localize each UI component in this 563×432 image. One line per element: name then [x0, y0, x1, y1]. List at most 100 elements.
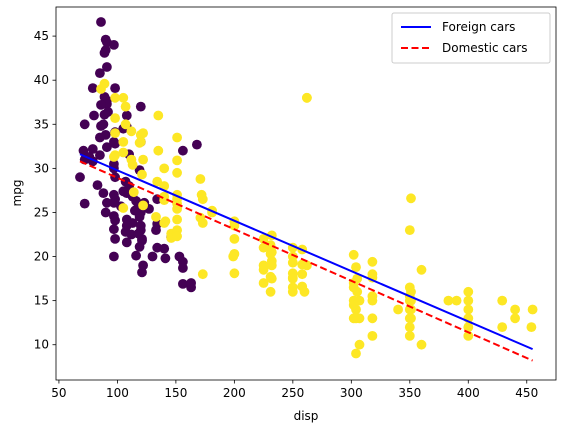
- domestic-car-point: [127, 159, 138, 170]
- foreign-car-point: [102, 197, 112, 208]
- domestic-car-point: [172, 167, 183, 178]
- domestic-car-point: [287, 273, 298, 284]
- domestic-car-point: [351, 348, 361, 359]
- plot-frame: [55, 6, 557, 381]
- domestic-car-point: [526, 322, 537, 332]
- domestic-car-point: [367, 331, 378, 341]
- trend-lines: [79, 153, 534, 362]
- domestic-car-point: [352, 273, 363, 284]
- foreign-car-point: [178, 279, 188, 289]
- domestic-car-point: [110, 92, 120, 103]
- foreign-car-point: [192, 139, 202, 150]
- foreign-cars-line: [79, 153, 534, 351]
- domestic-car-point: [404, 313, 415, 324]
- foreign-car-point: [160, 253, 171, 264]
- foreign-car-point: [121, 220, 132, 231]
- domestic-car-point: [151, 212, 161, 222]
- foreign-car-point: [109, 159, 119, 169]
- domestic-car-point: [527, 304, 538, 315]
- domestic-car-point: [367, 256, 378, 267]
- x-tick-label: 450: [515, 386, 538, 400]
- domestic-car-point: [159, 163, 170, 174]
- domestic-car-point: [416, 339, 427, 350]
- domestic-car-point: [118, 137, 129, 147]
- foreign-car-point: [96, 17, 106, 27]
- domestic-car-point: [443, 295, 454, 306]
- foreign-car-point: [109, 224, 119, 235]
- domestic-car-point: [266, 260, 277, 271]
- x-tick-label: 250: [281, 386, 304, 400]
- foreign-car-point: [110, 83, 120, 93]
- y-axis: 10 15 20 25 30 35 40 45: [34, 29, 56, 352]
- domestic-car-point: [258, 264, 269, 275]
- foreign-car-point: [98, 188, 109, 199]
- foreign-car-point: [133, 228, 144, 239]
- domestic-car-point: [463, 286, 474, 297]
- domestic-car-point: [135, 130, 146, 140]
- domestic-car-point: [497, 295, 508, 306]
- domestic-car-point: [354, 339, 365, 350]
- domestic-car-point: [352, 286, 363, 297]
- domestic-car-point: [266, 273, 277, 284]
- domestic-car-point: [393, 304, 403, 315]
- domestic-car-point: [197, 218, 208, 228]
- foreign-car-point: [89, 110, 99, 121]
- domestic-car-point: [118, 147, 129, 158]
- domestic-car-point: [510, 313, 520, 324]
- x-tick-label: 200: [223, 386, 246, 400]
- foreign-car-point: [87, 144, 98, 154]
- foreign-car-point: [95, 68, 105, 78]
- domestic-car-point: [229, 268, 240, 279]
- domestic-car-point: [99, 78, 110, 89]
- domestic-car-point: [118, 203, 129, 213]
- foreign-car-point: [135, 101, 146, 112]
- domestic-car-point: [172, 204, 183, 214]
- domestic-car-point: [302, 260, 312, 271]
- domestic-car-point: [153, 145, 164, 156]
- x-tick-label: 300: [340, 386, 363, 400]
- x-tick-label: 150: [164, 386, 187, 400]
- foreign-car-point: [110, 234, 120, 244]
- x-tick-label: 100: [106, 386, 129, 400]
- foreign-car-point: [103, 107, 113, 117]
- domestic-car-point: [138, 200, 149, 211]
- foreign-car-point: [109, 251, 119, 262]
- domestic-car-point: [229, 249, 240, 259]
- domestic-car-point: [463, 322, 474, 332]
- foreign-car-point: [186, 278, 197, 288]
- foreign-car-point: [178, 145, 188, 156]
- domestic-car-point: [463, 304, 474, 315]
- y-tick-label: 10: [34, 338, 49, 352]
- domestic-car-point: [463, 295, 474, 306]
- domestic-car-point: [120, 101, 131, 112]
- domestic-car-point: [172, 155, 183, 166]
- domestic-car-point: [160, 216, 171, 227]
- domestic-car-point: [258, 234, 269, 244]
- domestic-car-point: [404, 322, 415, 332]
- domestic-cars-line: [79, 160, 534, 362]
- legend-box: [391, 12, 551, 64]
- foreign-car-point: [121, 110, 132, 121]
- y-tick-label: 15: [34, 294, 49, 308]
- domestic-car-point: [229, 220, 240, 231]
- domestic-car-point: [406, 193, 416, 204]
- foreign-car-point: [79, 198, 90, 209]
- foreign-car-point: [178, 263, 188, 273]
- domestic-car-point: [367, 269, 378, 280]
- domestic-car-point: [110, 128, 120, 139]
- domestic-car-point: [297, 269, 308, 280]
- domestic-car-point: [351, 262, 361, 272]
- domestic-car-point: [299, 286, 310, 297]
- domestic-car-point: [118, 92, 129, 103]
- foreign-car-point: [110, 172, 120, 183]
- domestic-car-point: [302, 92, 312, 103]
- foreign-car-point: [100, 207, 111, 218]
- domestic-car-point: [138, 154, 149, 165]
- domestic-car-point: [451, 295, 462, 306]
- foreign-car-point: [109, 40, 119, 50]
- y-tick-label: 45: [34, 29, 49, 43]
- domestic-car-point: [197, 269, 208, 280]
- domestic-car-point: [137, 169, 147, 180]
- y-tick-label: 30: [34, 161, 49, 175]
